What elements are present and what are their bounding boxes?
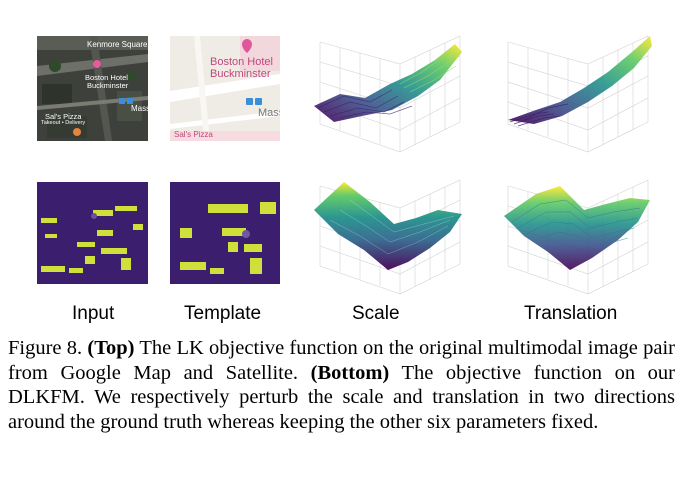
top-scale-surface-plot [300, 24, 472, 159]
top-translation-surface-plot [488, 24, 660, 159]
caption-bottom-text: The objective function on our DLKFM. We … [8, 361, 675, 433]
column-label-template: Template [184, 303, 262, 324]
template-label-pizza: Sal's Pizza [174, 130, 213, 139]
input-satellite-image: Kenmore Square Boston Hotel Buckminster … [37, 36, 148, 141]
bottom-scale-surface-plot [300, 170, 472, 300]
map-label-hotel-1: Boston Hotel [85, 73, 128, 82]
bottom-translation-surface-plot [488, 170, 660, 300]
input-feature-map [37, 182, 148, 284]
map-label-hotel-2: Buckminster [87, 81, 129, 90]
template-label-hotel-1: Boston Hotel [210, 56, 273, 68]
template-label-hotel-2: Buckminster [210, 68, 271, 80]
map-label-street: Mass [131, 104, 148, 113]
caption-top-text: The LK objective function on the origina… [8, 337, 675, 384]
map-label-pizza-1: Sal's Pizza [45, 112, 82, 121]
figure-caption: Figure 8. (Top) The LK objective functio… [8, 336, 675, 434]
column-label-input: Input [72, 303, 115, 324]
caption-number: Figure 8. [8, 337, 83, 359]
template-map-image: Boston Hotel Buckminster Mass Sal's Pizz… [170, 36, 280, 141]
template-feature-map [170, 182, 280, 284]
column-label-scale: Scale [352, 303, 400, 324]
caption-top-label: (Top) [87, 337, 135, 359]
template-label-street: Mass [258, 107, 280, 119]
map-label-square: Kenmore Square [87, 40, 148, 49]
column-label-translation: Translation [524, 303, 618, 324]
caption-bottom-label: (Bottom) [310, 361, 390, 384]
map-label-pizza-2: Takeout • Delivery [41, 120, 86, 126]
